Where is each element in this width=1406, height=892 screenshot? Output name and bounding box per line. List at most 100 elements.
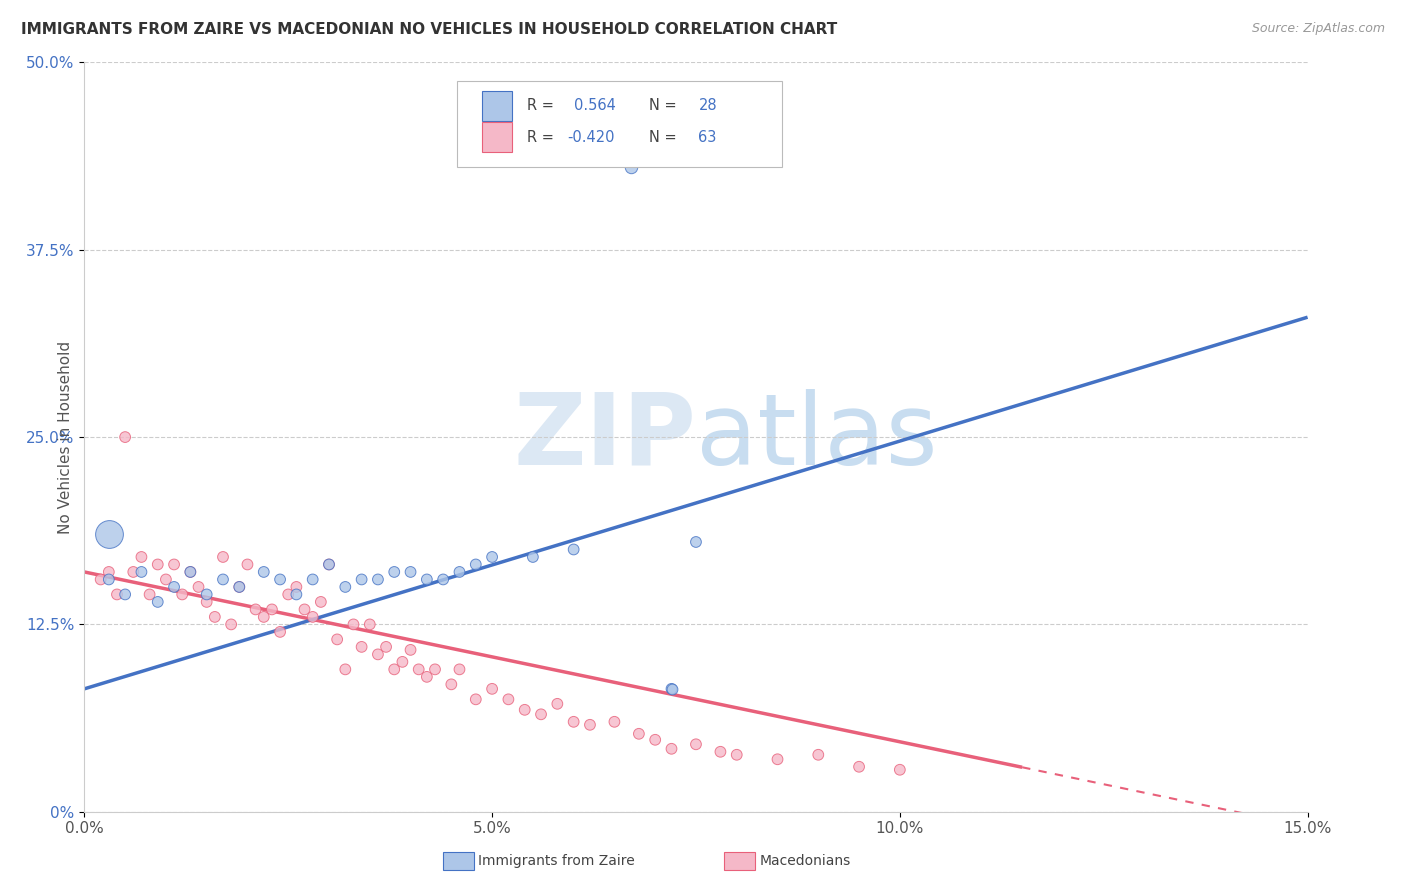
Point (350, 573, 373, 587)
Point (204, 610, 226, 624)
Text: 0.564: 0.564 (574, 98, 616, 113)
Point (294, 602, 316, 616)
Point (530, 707, 553, 722)
Point (285, 587, 308, 601)
Text: -0.420: -0.420 (568, 130, 614, 145)
Point (766, 752, 789, 766)
Point (522, 549, 544, 564)
Point (375, 640, 398, 654)
Point (301, 610, 323, 624)
Point (546, 697, 568, 711)
Text: Immigrants from Zaire: Immigrants from Zaire (478, 854, 634, 868)
Point (179, 565, 201, 579)
Point (562, 542, 585, 557)
Point (301, 573, 323, 587)
Point (97, 573, 120, 587)
Point (236, 558, 259, 572)
Point (131, 549, 153, 564)
Point (498, 692, 520, 706)
Point (97, 527, 120, 541)
Point (725, 747, 748, 762)
Point (335, 662, 357, 676)
Point (187, 580, 209, 594)
Point (423, 662, 446, 676)
Point (464, 558, 486, 572)
Text: N =: N = (650, 98, 682, 113)
Point (138, 587, 160, 601)
Point (603, 714, 626, 729)
Point (579, 718, 602, 732)
Point (481, 549, 503, 564)
Point (269, 573, 291, 587)
Point (318, 558, 340, 572)
Point (416, 573, 439, 587)
Point (685, 535, 707, 549)
FancyBboxPatch shape (457, 81, 782, 168)
Point (172, 587, 194, 601)
Point (391, 655, 413, 669)
Point (367, 648, 389, 662)
Point (105, 587, 128, 601)
Point (131, 565, 153, 579)
Point (562, 714, 585, 729)
Point (212, 549, 235, 564)
Point (163, 558, 186, 572)
Point (212, 573, 235, 587)
Point (122, 565, 145, 579)
Point (195, 587, 218, 601)
Point (245, 602, 267, 616)
Text: 28: 28 (699, 98, 717, 113)
Point (155, 573, 177, 587)
Point (661, 681, 683, 696)
Text: IMMIGRANTS FROM ZAIRE VS MACEDONIAN NO VEHICLES IN HOUSEHOLD CORRELATION CHART: IMMIGRANTS FROM ZAIRE VS MACEDONIAN NO V… (21, 22, 838, 37)
Text: Source: ZipAtlas.com: Source: ZipAtlas.com (1251, 22, 1385, 36)
Point (114, 587, 136, 601)
Point (464, 692, 486, 706)
Point (228, 580, 250, 594)
Point (309, 595, 332, 609)
Bar (482, 91, 513, 121)
Point (367, 573, 389, 587)
Point (408, 662, 430, 676)
Point (661, 741, 683, 756)
Point (285, 580, 308, 594)
Point (253, 610, 276, 624)
Text: 63: 63 (699, 130, 717, 145)
Point (399, 643, 422, 657)
Point (807, 747, 830, 762)
Point (513, 703, 536, 717)
Text: R =: R = (527, 130, 558, 145)
Point (416, 670, 439, 684)
Point (114, 430, 136, 444)
Point (318, 558, 340, 572)
Point (399, 565, 422, 579)
Point (179, 565, 201, 579)
Point (219, 617, 242, 632)
Point (277, 587, 299, 601)
Point (228, 580, 250, 594)
Text: R =: R = (527, 98, 558, 113)
Point (146, 558, 169, 572)
Point (195, 595, 218, 609)
Text: ZIP: ZIP (513, 389, 696, 485)
Point (253, 565, 276, 579)
Point (449, 662, 471, 676)
Point (481, 681, 503, 696)
Point (449, 565, 471, 579)
Point (889, 763, 911, 777)
Point (260, 602, 283, 616)
Point (432, 573, 454, 587)
Point (661, 681, 683, 696)
Point (709, 745, 731, 759)
Point (90, 573, 112, 587)
Point (350, 640, 373, 654)
Point (342, 617, 364, 632)
Point (848, 760, 870, 774)
Text: N =: N = (650, 130, 682, 145)
Y-axis label: No Vehicles in Household: No Vehicles in Household (58, 341, 73, 533)
Text: Macedonians: Macedonians (759, 854, 851, 868)
Point (685, 737, 707, 751)
Point (440, 677, 463, 691)
Point (382, 565, 405, 579)
Point (269, 624, 291, 639)
